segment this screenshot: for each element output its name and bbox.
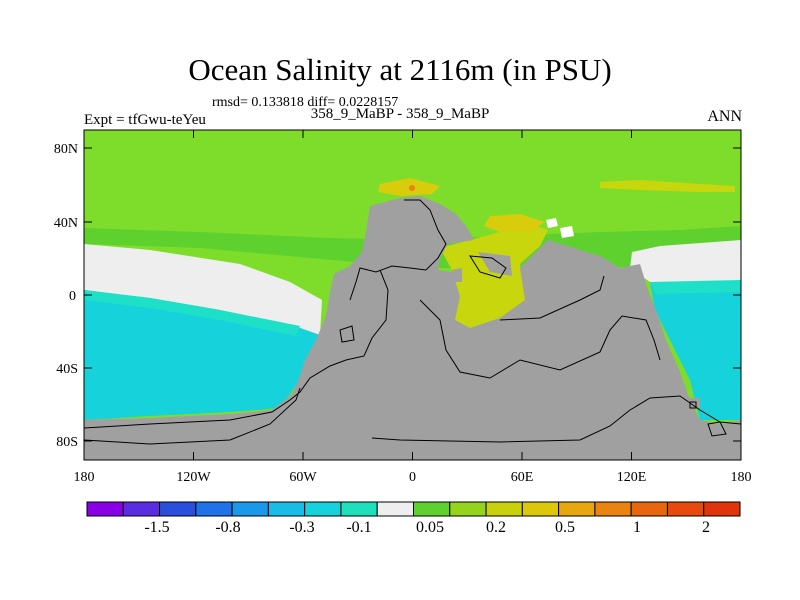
colorbar-swatch [86,501,124,517]
comparison-label: 358_9_MaBP - 358_9_MaBP [310,106,490,122]
land-island-c [685,398,700,408]
colorbar-swatch [485,501,523,517]
y-tick-marks [84,147,741,442]
colorbar-swatch [195,501,233,517]
plot-title: Ocean Salinity at 2116m (in PSU) [188,52,612,87]
colorbar-swatch [594,501,632,517]
coastlines [84,199,741,445]
colorbar-label: 2 [702,519,710,536]
x-tick-label-180w: 180 [74,470,95,485]
coastline-south [371,395,741,443]
colorbar-swatch [413,501,451,517]
map-field [84,130,741,460]
colorbar-swatch [703,501,741,517]
field-orange-spot [409,185,415,191]
x-tick-label-180e: 180 [731,470,752,485]
field-neutral-east [630,240,741,284]
colorbar-swatch [630,501,668,517]
colorbar-swatch [521,501,560,517]
coastline-island-a [469,255,507,279]
x-tick-label-120w: 120W [176,470,211,485]
field-white-spot-a [546,218,558,228]
field-cyan-light-west [84,290,300,336]
y-tick-label-0: 0 [69,289,76,304]
field-white-spot-b [560,226,574,238]
colorbar-swatch [666,501,705,517]
season-label: ANN [707,108,742,125]
coastline-east [499,275,605,321]
colorbar-swatch [122,501,161,517]
stats-label: rmsd= 0.133818 diff= 0.0228157 [212,95,399,110]
colorbar-label: -0.1 [346,519,371,536]
colorbar-swatch [231,501,269,517]
coastline-island-c [689,401,697,409]
colorbar-label: -0.8 [215,519,240,536]
colorbar [86,501,741,517]
colorbar-swatch [159,501,197,517]
y-tick-label-40s: 40S [56,362,78,377]
colorbar-label: 1 [633,519,641,536]
y-tick-label-80n: 80N [54,142,78,157]
colorbar-label: 0.5 [555,519,575,536]
colorbar-labels: -1.5 -0.8 -0.3 -0.1 0.05 0.2 0.5 1 2 [144,519,710,536]
colorbar-swatch [558,501,596,517]
colorbar-label: 0.05 [416,519,444,536]
coastline-island-b [339,325,355,343]
x-tick-marks [83,130,742,460]
colorbar-swatch [449,501,487,517]
map-frame [83,129,742,461]
colorbar-label: -0.3 [289,519,314,536]
y-tick-label-80s: 80S [56,435,78,450]
field-yellow [484,214,545,232]
coastline-north [349,199,447,301]
y-tick-label-40n: 40N [54,216,78,231]
land-mass [84,196,741,460]
colorbar-swatch [340,501,378,517]
coastline-island-d [707,421,727,437]
field-cyan-light-east [650,280,741,294]
field-yellow-north [378,178,440,196]
colorbar-swatch [376,501,414,517]
colorbar-label: 0.2 [486,519,506,536]
colorbar-swatch [304,501,342,517]
field-cyan-east [650,282,741,420]
x-tick-label-120e: 120E [617,470,647,485]
x-tick-label-0: 0 [409,470,416,485]
field-yellow-ne [600,180,735,192]
land-island-a [452,268,462,282]
coastline-inner [419,299,661,379]
coastline-west [84,269,389,429]
colorbar-swatch [267,501,306,517]
colorbar-label: -1.5 [144,519,169,536]
x-tick-label-60w: 60W [289,470,317,485]
y-axis-labels: 80N 40N 0 40S 80S [54,142,78,450]
x-tick-label-60e: 60E [511,470,534,485]
x-axis-labels: 180 120W 60W 0 60E 120E 180 [74,470,752,485]
field-neutral-west [84,244,322,335]
experiment-label: Expt = tfGwu-teYeu [84,112,206,128]
coastline-southwest [84,387,301,445]
